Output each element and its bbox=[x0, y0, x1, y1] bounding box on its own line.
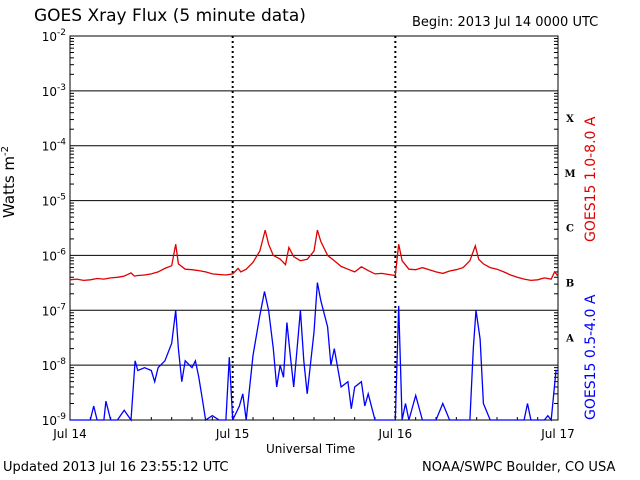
y-tick-label: 10-8 bbox=[42, 357, 67, 373]
flare-class-label: X bbox=[566, 114, 574, 125]
y-tick-label: 10-6 bbox=[42, 247, 67, 263]
flare-class-label: C bbox=[566, 224, 574, 235]
updated-timestamp: Updated 2013 Jul 16 23:55:12 UTC bbox=[3, 460, 229, 475]
y-tick-label: 10-2 bbox=[42, 28, 66, 44]
series-line-short bbox=[70, 282, 558, 422]
x-tick-label: Jul 17 bbox=[540, 427, 575, 441]
series-line-long bbox=[69, 229, 559, 282]
x-axis-label: Universal Time bbox=[266, 442, 356, 456]
x-tick-label: Jul 14 bbox=[52, 427, 87, 441]
y-tick-label: 10-4 bbox=[42, 138, 67, 154]
y-tick-label: 10-9 bbox=[42, 412, 67, 428]
credit-text: NOAA/SWPC Boulder, CO USA bbox=[422, 460, 616, 475]
x-tick-label: Jul 16 bbox=[378, 427, 413, 441]
legend-long-channel: GOES15 1.0-8.0 A bbox=[583, 116, 599, 242]
y-tick-label: 10-3 bbox=[42, 83, 66, 99]
y-tick-label: 10-7 bbox=[42, 302, 66, 318]
y-tick-label: 10-5 bbox=[42, 193, 66, 209]
legend-short-channel: GOES15 0.5-4.0 A bbox=[583, 294, 599, 420]
chart-title: GOES Xray Flux (5 minute data) bbox=[34, 6, 306, 26]
flare-class-label: M bbox=[564, 169, 575, 180]
plot-frame bbox=[69, 35, 559, 421]
flare-class-label: A bbox=[565, 333, 574, 344]
x-tick-label: Jul 15 bbox=[215, 427, 250, 441]
begin-time: Begin: 2013 Jul 14 0000 UTC bbox=[412, 15, 599, 30]
flare-class-label: B bbox=[566, 279, 574, 290]
